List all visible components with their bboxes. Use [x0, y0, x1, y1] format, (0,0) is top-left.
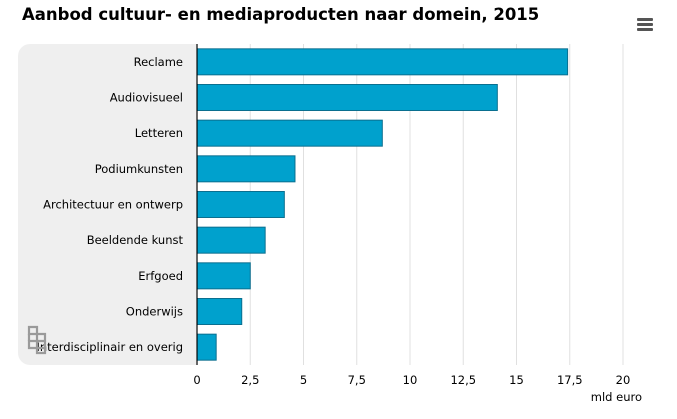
- cbs-logo-icon: [27, 325, 47, 355]
- category-label: Beeldende kunst: [87, 233, 184, 247]
- bar[interactable]: [196, 48, 569, 76]
- x-tick-label: 10: [403, 373, 418, 387]
- x-tick-label: 2,5: [241, 373, 259, 387]
- x-tick-label: 15: [509, 373, 524, 387]
- category-label: Onderwijs: [126, 305, 183, 319]
- x-tick-label: 0: [193, 373, 200, 387]
- category-label: Audiovisueel: [110, 91, 183, 105]
- x-axis-unit-label: mld euro: [590, 390, 642, 404]
- bar[interactable]: [196, 262, 251, 290]
- category-label: Letteren: [135, 126, 183, 140]
- category-label: Interdisciplinair en overig: [36, 340, 183, 354]
- x-tick-label: 7,5: [348, 373, 366, 387]
- bar[interactable]: [196, 84, 498, 111]
- category-label-panel: [18, 44, 196, 365]
- bar[interactable]: [196, 298, 243, 325]
- category-label: Reclame: [134, 55, 183, 69]
- bar[interactable]: [196, 119, 383, 147]
- x-tick-label: 17,5: [557, 373, 583, 387]
- x-tick-label: 20: [616, 373, 631, 387]
- x-tick-label: 5: [300, 373, 307, 387]
- bar[interactable]: [196, 226, 266, 254]
- bar[interactable]: [196, 333, 217, 361]
- category-label: Podiumkunsten: [95, 162, 183, 176]
- bar[interactable]: [196, 191, 285, 218]
- chart-title: Aanbod cultuur- en mediaproducten naar d…: [22, 5, 540, 24]
- hamburger-menu-icon[interactable]: [634, 14, 656, 34]
- category-label: Erfgoed: [138, 269, 183, 283]
- x-tick-label: 12,5: [450, 373, 476, 387]
- bar[interactable]: [196, 155, 296, 183]
- category-label: Architectuur en ontwerp: [43, 198, 183, 212]
